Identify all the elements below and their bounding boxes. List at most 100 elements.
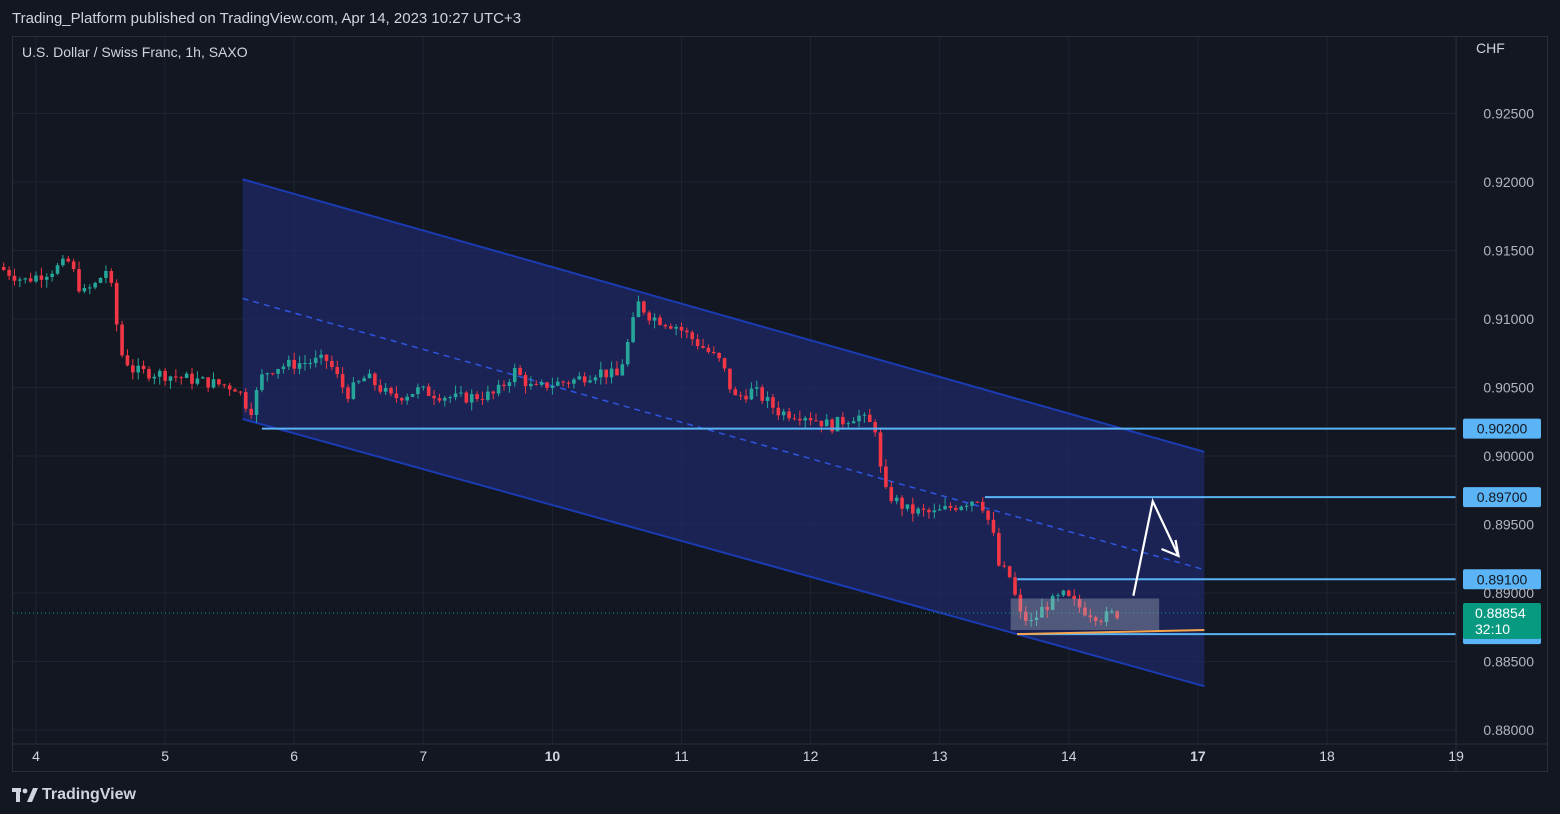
candle-body — [970, 501, 974, 506]
candle-body — [749, 388, 754, 400]
candle-body — [507, 382, 512, 387]
level-label: 0.90200 — [1477, 421, 1528, 437]
candle-body — [781, 411, 786, 416]
candle-body — [469, 394, 474, 403]
candle-body — [71, 261, 76, 270]
candle-body — [948, 506, 953, 508]
arrow-head-icon — [1161, 539, 1180, 558]
candle-body — [1088, 615, 1093, 618]
candle-body — [771, 397, 775, 408]
candle-body — [663, 324, 668, 327]
candle-body — [125, 355, 130, 366]
candle-body — [287, 359, 291, 367]
candle-body — [835, 416, 840, 432]
candle-body — [378, 385, 383, 392]
candle-body — [679, 326, 684, 331]
candle-body — [459, 392, 463, 394]
candle-body — [163, 370, 167, 381]
candle-body — [383, 387, 388, 392]
tradingview-logo[interactable]: TradingView — [12, 786, 136, 804]
x-tick-label: 11 — [674, 748, 689, 764]
candle-body — [1104, 611, 1109, 622]
candle-body — [851, 421, 856, 424]
candle-body — [249, 408, 253, 416]
x-tick-label: 14 — [1061, 748, 1077, 764]
regression-channel[interactable] — [242, 178, 1205, 688]
candle-body — [921, 508, 926, 510]
candle-body — [7, 269, 11, 276]
candle-body — [464, 392, 469, 403]
candle-body — [937, 509, 942, 511]
candle-body — [1110, 611, 1114, 613]
candle-body — [270, 373, 275, 375]
candle-body — [1056, 595, 1060, 597]
candle-body — [787, 411, 791, 419]
candle-body — [927, 509, 931, 513]
candle-body — [1029, 620, 1033, 622]
channel-upper-line[interactable] — [242, 178, 1205, 453]
candle-body — [502, 384, 506, 387]
drawings[interactable] — [1010, 497, 1205, 636]
candle-body — [136, 365, 141, 373]
channel-lower-line[interactable] — [242, 418, 1205, 688]
candle-body — [335, 367, 340, 375]
candle-body — [728, 368, 732, 390]
candle-body — [615, 368, 619, 376]
projection-arrow[interactable] — [1132, 497, 1180, 596]
candle-body — [658, 317, 662, 325]
candle-body — [109, 270, 114, 283]
candle-body — [426, 386, 431, 396]
candle-body — [292, 359, 296, 369]
candle-body — [200, 377, 205, 379]
symbol-label: U.S. Dollar / Swiss Franc, 1h, SAXO — [22, 44, 248, 60]
candle-body — [437, 398, 442, 401]
level-label-bg — [1463, 418, 1541, 439]
candle-body — [631, 317, 635, 343]
candle-body — [362, 378, 366, 382]
candle-body — [23, 278, 28, 280]
orange-trend-line[interactable] — [1017, 628, 1205, 636]
candle-body — [330, 360, 334, 368]
candle-body — [496, 384, 501, 394]
candle-body — [55, 265, 60, 274]
candle-body — [760, 387, 764, 401]
candle-body — [28, 278, 33, 282]
candle-body — [798, 418, 802, 421]
candle-body — [18, 279, 22, 281]
last-price-value: 0.88854 — [1475, 605, 1526, 621]
candle-body — [593, 377, 598, 381]
candle-body — [964, 505, 969, 507]
candle-body — [39, 275, 44, 280]
candle-body — [276, 369, 280, 374]
x-tick-label: 10 — [545, 748, 561, 764]
candle-body — [98, 277, 103, 283]
candle-body — [846, 423, 851, 425]
level-label: 0.89700 — [1477, 489, 1528, 505]
candle-body — [77, 269, 81, 292]
candle-body — [416, 387, 420, 395]
candle-body — [959, 506, 964, 510]
candle-body — [367, 373, 372, 379]
candle-body — [340, 374, 345, 388]
candle-body — [1023, 611, 1028, 621]
candle-body — [1018, 594, 1023, 612]
candle-body — [453, 393, 458, 398]
consolidation-box[interactable] — [1010, 598, 1160, 630]
candle-body — [911, 504, 915, 514]
candle-body — [711, 351, 716, 353]
candle-body — [744, 395, 748, 400]
candle-body — [12, 275, 17, 281]
candle-body — [1002, 565, 1007, 567]
candle-body — [776, 407, 781, 416]
channel-mid-line[interactable] — [242, 297, 1205, 571]
candle-body — [480, 399, 485, 401]
candle-body — [243, 392, 248, 409]
y-tick-label: 0.91000 — [1483, 311, 1534, 327]
candle-body — [1040, 606, 1044, 618]
candle-body — [260, 374, 264, 391]
candle-body — [147, 369, 151, 379]
candle-body — [857, 415, 861, 422]
candle-body — [1077, 599, 1082, 608]
